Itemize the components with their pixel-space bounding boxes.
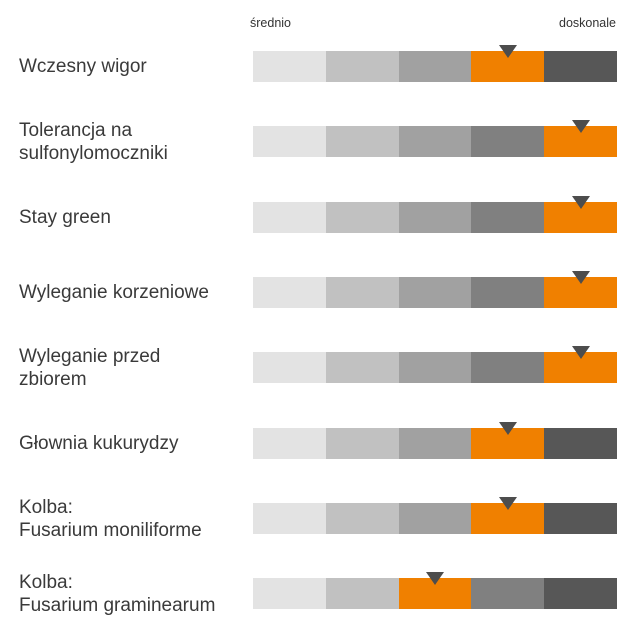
rating-segment xyxy=(398,503,472,534)
rating-segment xyxy=(325,202,399,233)
rating-segment xyxy=(471,277,545,308)
trait-label: Wyleganie przed zbiorem xyxy=(19,345,160,391)
scale-min-label: średnio xyxy=(250,16,291,30)
trait-label-line: Wyleganie przed xyxy=(19,346,161,367)
rating-segment xyxy=(325,51,399,82)
trait-label: Kolba: Fusarium moniliforme xyxy=(19,496,202,542)
rating-segment xyxy=(325,503,399,534)
rating-marker-icon xyxy=(572,120,590,133)
rating-segment xyxy=(544,51,617,82)
rating-segment xyxy=(325,277,399,308)
trait-label-line: Kolba: xyxy=(19,572,73,593)
rating-bar xyxy=(253,503,617,534)
rating-segment xyxy=(398,202,472,233)
trait-label-line: sulfonylomoczniki xyxy=(19,143,168,164)
rating-segment xyxy=(253,578,326,609)
rating-segment xyxy=(398,352,472,383)
rating-segment xyxy=(253,202,326,233)
rating-segment xyxy=(398,277,472,308)
trait-label-line: Tolerancja na xyxy=(19,120,133,141)
trait-label-line: zbiorem xyxy=(19,369,87,390)
rating-bar xyxy=(253,352,617,383)
rating-segment xyxy=(544,428,617,459)
rating-segment xyxy=(253,503,326,534)
trait-label-line: Wczesny wigor xyxy=(19,56,147,77)
trait-label-line: Wyleganie korzeniowe xyxy=(19,282,209,303)
trait-label: Tolerancja na sulfonylomoczniki xyxy=(19,119,168,165)
rating-segment xyxy=(253,277,326,308)
rating-segment xyxy=(253,51,326,82)
trait-label: Stay green xyxy=(19,206,111,229)
rating-segment xyxy=(544,578,617,609)
trait-label: Kolba: Fusarium graminearum xyxy=(19,571,215,617)
trait-label-line: Fusarium graminearum xyxy=(19,595,216,616)
rating-segment xyxy=(471,578,545,609)
rating-marker-icon xyxy=(426,572,444,585)
rating-marker-icon xyxy=(499,45,517,58)
rating-bar xyxy=(253,578,617,609)
rating-marker-icon xyxy=(499,422,517,435)
trait-label-line: Kolba: xyxy=(19,497,73,518)
rating-bar xyxy=(253,428,617,459)
rating-segment xyxy=(253,428,326,459)
trait-label-line: Głownia kukurydzy xyxy=(19,433,179,454)
rating-segment xyxy=(325,578,399,609)
rating-segment xyxy=(325,126,399,157)
rating-segment xyxy=(398,126,472,157)
trait-label: Głownia kukurydzy xyxy=(19,432,178,455)
rating-marker-icon xyxy=(572,271,590,284)
rating-segment xyxy=(544,503,617,534)
rating-segment xyxy=(253,352,326,383)
rating-marker-icon xyxy=(572,196,590,209)
trait-label-line: Fusarium moniliforme xyxy=(19,520,202,541)
rating-marker-icon xyxy=(572,346,590,359)
trait-label: Wczesny wigor xyxy=(19,55,147,78)
rating-bar xyxy=(253,51,617,82)
rating-segment xyxy=(253,126,326,157)
rating-segment xyxy=(471,126,545,157)
rating-bar xyxy=(253,126,617,157)
trait-label-line: Stay green xyxy=(19,207,111,228)
rating-segment xyxy=(325,352,399,383)
rating-segment xyxy=(398,428,472,459)
rating-segment xyxy=(325,428,399,459)
scale-max-label: doskonale xyxy=(559,16,616,30)
rating-segment xyxy=(471,202,545,233)
rating-bar xyxy=(253,277,617,308)
trait-label: Wyleganie korzeniowe xyxy=(19,281,209,304)
rating-bar xyxy=(253,202,617,233)
rating-segment xyxy=(471,352,545,383)
rating-marker-icon xyxy=(499,497,517,510)
rating-segment xyxy=(398,51,472,82)
